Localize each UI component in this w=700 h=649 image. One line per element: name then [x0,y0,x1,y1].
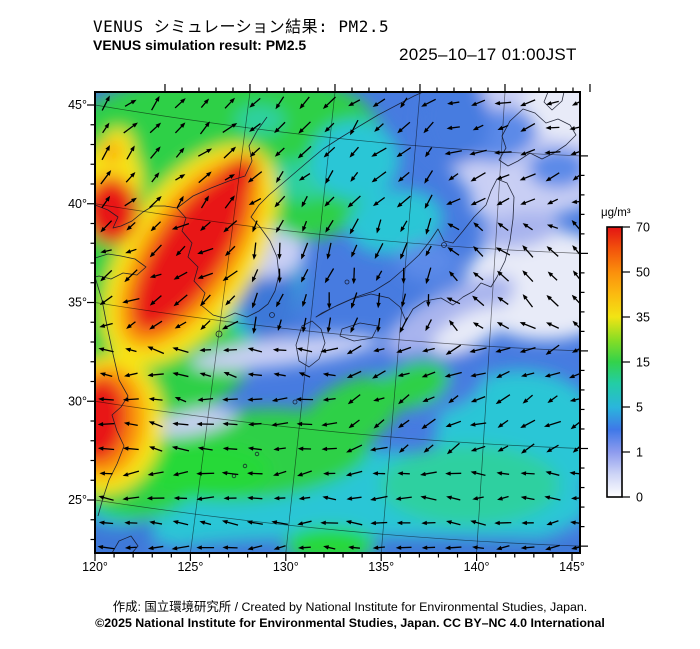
pm25-field [95,92,580,553]
colorbar-tick-label: 1 [636,446,643,460]
timestamp: 2025–10–17 01:00JST [399,45,577,64]
lat-tick-label: 45° [68,98,87,112]
colorbar-tick-label: 70 [636,221,650,235]
wind-arrows [97,95,580,551]
graticule [95,92,580,553]
colorbar-tick-label: 35 [636,311,650,325]
credit-line: 作成: 国立環境研究所 / Created by National Instit… [112,600,588,614]
colorbar-tick-label: 0 [636,491,643,505]
colorbar-gradient [606,226,623,498]
lon-tick-label: 120° [82,560,108,574]
copyright-line: ©2025 National Institute for Environment… [95,616,605,630]
lat-tick-label: 30° [68,394,87,408]
lon-tick-label: 140° [464,560,490,574]
lon-tick-label: 130° [273,560,299,574]
y-axis-labels: 45° 40° 35° 30° 25° [68,98,87,507]
lon-tick-label: 125° [177,560,203,574]
lat-tick-label: 35° [68,296,87,310]
axis-ticks [87,84,591,561]
colorbar-tick-label: 15 [636,356,650,370]
lon-tick-label: 145° [559,560,585,574]
colorbar-tick-label: 5 [636,401,643,415]
lat-tick-label: 40° [68,197,87,211]
x-axis-labels: 120° 125° 130° 135° 140° 145° [82,560,585,574]
colorbar-unit-label: μg/m³ [601,207,631,219]
page-title-japanese: VENUS シミュレーション結果: PM2.5 [93,17,390,36]
colorbar-tick-label: 50 [636,266,650,280]
page-title-english: VENUS simulation result: PM2.5 [93,37,307,53]
map-canvas [95,92,580,553]
lat-tick-label: 25° [68,493,87,507]
lon-tick-label: 135° [368,560,394,574]
